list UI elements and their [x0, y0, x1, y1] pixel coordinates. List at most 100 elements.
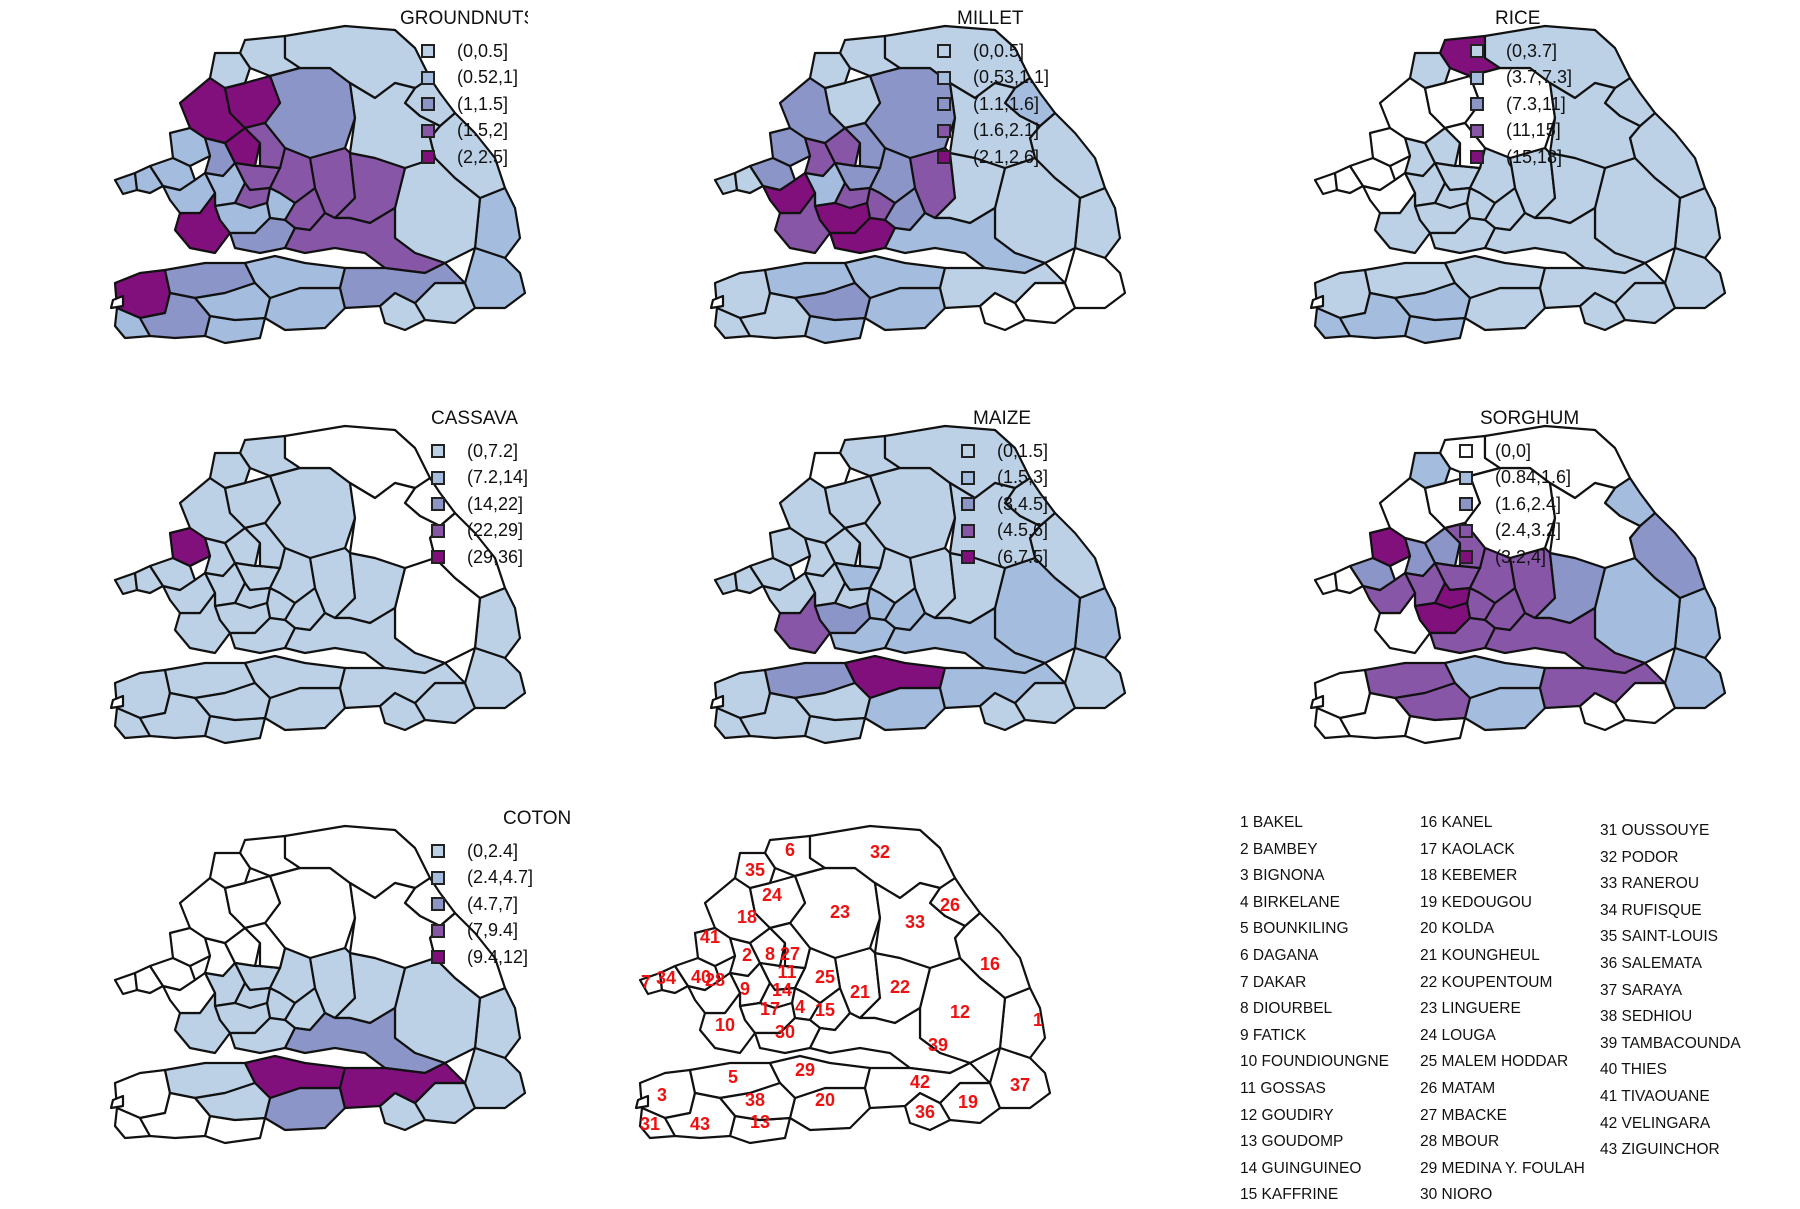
legend-swatch: [421, 44, 435, 59]
district-key-entry: 41 TIVAOUANE: [1600, 1087, 1710, 1105]
legend-label: (11,15]: [1506, 120, 1561, 141]
district-25: [868, 146, 917, 205]
district-24: [823, 474, 882, 530]
district-number-label: 18: [737, 907, 757, 927]
legend-entry: (2,2.5]: [421, 144, 518, 171]
district-number-label: 16: [980, 954, 1000, 974]
district-41: [693, 926, 737, 968]
map-legend: (0,0] (0.84,1.6] (1.6,2.4] (2.4,3.2] (3.2,4]: [1459, 438, 1600, 571]
legend-label: (7,9.4]: [467, 920, 519, 941]
legend-label: (1,1.5]: [457, 93, 509, 114]
legend-entry: (1.5,3]: [961, 465, 1048, 492]
legend-swatch: [431, 523, 445, 538]
district-number-label: 42: [910, 1072, 930, 1092]
district-7: [113, 571, 139, 596]
district-24: [223, 874, 282, 930]
district-number-label: 38: [745, 1090, 765, 1110]
legend-entry: (0,2.4]: [431, 838, 533, 865]
map-legend: (0,3.7] (3.7,7.3] (7.3,11] (11,15] (15,18]: [1470, 38, 1600, 171]
district-number-label: 8: [765, 944, 775, 964]
district-33: [1548, 81, 1642, 170]
legend-label: (0.52,1]: [457, 67, 519, 88]
district-7: [1313, 171, 1339, 196]
sorghum-map: [1309, 424, 1727, 745]
legend-swatch: [1470, 70, 1484, 85]
district-key-entry: 12 GOUDIRY: [1240, 1106, 1334, 1124]
district-41: [1368, 126, 1412, 168]
district-41: [768, 526, 812, 568]
legend-swatch: [937, 44, 951, 59]
district-number-label: 1: [1033, 1010, 1043, 1030]
legend-label: (0,0.5]: [457, 40, 509, 61]
legend-entry: (0,1.5]: [961, 438, 1048, 465]
legend-swatch: [1470, 123, 1484, 138]
district-key-entry: 38 SEDHIOU: [1600, 1008, 1693, 1026]
district-number-label: 3: [657, 1085, 667, 1105]
district-39: [808, 1006, 972, 1075]
map-panel-groundnuts: GROUNDNUTS (0,0.5] (0.52,1] (1,1.5] (1.5,2]…: [0, 0, 600, 400]
island-outline: [1309, 294, 1325, 310]
district-39: [283, 1006, 447, 1075]
district-7: [1313, 571, 1339, 596]
legend-entry: (0.84,1.6]: [1459, 465, 1600, 492]
district-number-label: 21: [850, 982, 870, 1002]
district-33: [873, 881, 967, 970]
legend-label: (0,0]: [1495, 440, 1532, 461]
cassava-map: [109, 424, 527, 745]
district-43: [1338, 691, 1412, 740]
island-outline: [709, 694, 725, 710]
legend-entry: (2.4,3.2]: [1459, 518, 1600, 545]
legend-entry: (14,22]: [431, 491, 528, 518]
district-25: [268, 146, 317, 205]
district-31: [113, 306, 152, 340]
legend-swatch: [1459, 497, 1473, 512]
legend-entry: (4.5,6]: [961, 518, 1048, 545]
district-key-entry: 24 LOUGA: [1420, 1026, 1496, 1044]
district-key-entry: 25 MALEM HODDAR: [1420, 1053, 1569, 1071]
island-outline: [1309, 694, 1325, 710]
legend-swatch: [1470, 97, 1484, 112]
district-37: [1663, 646, 1727, 710]
legend-label: (7.2,14]: [467, 467, 529, 488]
district-1: [1073, 586, 1122, 660]
district-number-label: 2: [742, 945, 752, 965]
district-34: [133, 964, 165, 995]
map-title: MAIZE: [973, 408, 1032, 429]
district-key: 1 BAKEL 2 BAMBEY 3 BIGNONA 4 BIRKELANE 5 BOU…: [1240, 810, 1800, 1203]
island-outline: [109, 294, 125, 310]
legend-label: (0,3.7]: [1506, 40, 1558, 61]
legend-label: (0,2.4]: [467, 840, 519, 861]
legend-label: (9.4,12]: [467, 946, 529, 967]
district-35: [1408, 51, 1452, 90]
legend-label: (3,4.5]: [997, 493, 1049, 514]
district-key-entry: 5 BOUNKILING: [1240, 920, 1349, 938]
district-35: [733, 851, 777, 890]
legend-label: (0,1.5]: [997, 440, 1049, 461]
district-number-label: 24: [762, 885, 782, 905]
legend-entry: (1.1,1.6]: [937, 91, 1049, 118]
millet-map: [709, 24, 1127, 345]
legend-label: (29,36]: [467, 546, 524, 567]
district-1: [1673, 186, 1722, 260]
legend-swatch: [431, 897, 445, 912]
legend-swatch: [961, 497, 975, 512]
district-42: [938, 661, 1067, 710]
district-1: [473, 986, 522, 1060]
district-31: [638, 1106, 677, 1140]
district-key-entry: 28 MBOUR: [1420, 1133, 1500, 1151]
island-outline: [109, 1094, 125, 1110]
legend-label: (1.5,2]: [457, 120, 509, 141]
district-43: [738, 691, 812, 740]
district-25: [1468, 146, 1517, 205]
district-25: [793, 946, 842, 1005]
district-key-entry: 1 BAKEL: [1240, 814, 1303, 831]
district-number-label: 12: [950, 1002, 970, 1022]
district-key-entry: 2 BAMBEY: [1240, 840, 1318, 858]
district-34: [133, 564, 165, 595]
district-31: [713, 306, 752, 340]
legend-entry: (7.2,14]: [431, 465, 528, 492]
district-39: [283, 606, 447, 675]
district-38: [793, 681, 872, 722]
district-35: [1408, 451, 1452, 490]
